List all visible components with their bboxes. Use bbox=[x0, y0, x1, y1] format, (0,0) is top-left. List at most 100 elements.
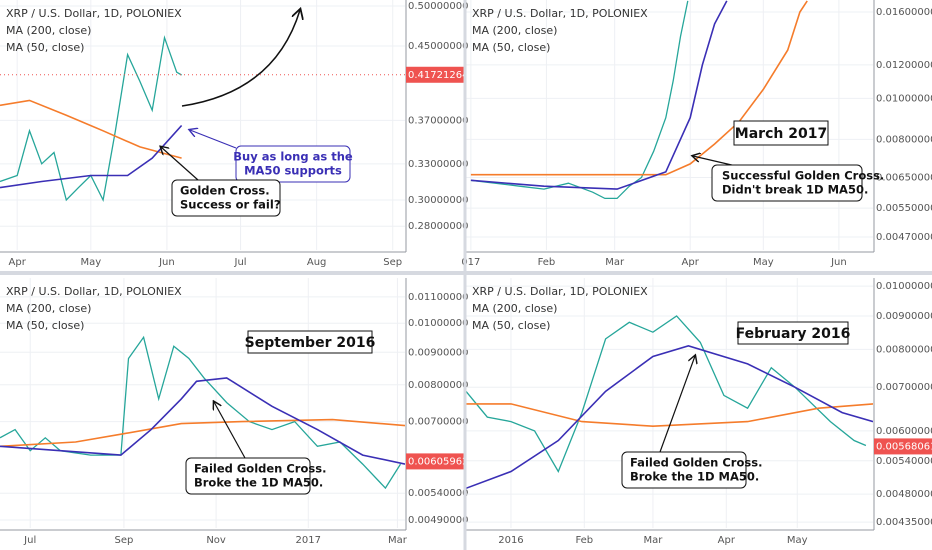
x-tick-label: 017 bbox=[461, 257, 480, 268]
y-tick-label: 0.00650000 bbox=[876, 172, 932, 183]
arrow bbox=[659, 356, 695, 453]
x-tick-label: May bbox=[80, 257, 101, 268]
x-tick-label: Feb bbox=[575, 535, 593, 546]
x-tick-label: Mar bbox=[388, 535, 408, 546]
annotation-text: Success or fail? bbox=[180, 198, 281, 212]
period-label: March 2017 bbox=[735, 126, 827, 142]
y-tick-label: 0.00600000 bbox=[876, 426, 932, 437]
x-tick-label: Aug bbox=[307, 257, 327, 268]
y-tick-label: 0.00540000 bbox=[408, 488, 468, 499]
x-tick-label: 2017 bbox=[296, 535, 321, 546]
legend-entry: MA (200, close) bbox=[472, 24, 557, 37]
arrow bbox=[181, 10, 300, 107]
y-tick-label: 0.00900000 bbox=[408, 347, 468, 358]
price-line bbox=[470, 0, 689, 200]
x-tick-label: Nov bbox=[206, 535, 226, 546]
y-tick-label: 0.01600000 bbox=[876, 7, 932, 18]
price-line bbox=[0, 35, 182, 203]
x-tick-label: Sep bbox=[114, 535, 133, 546]
x-tick-label: Jul bbox=[234, 257, 247, 268]
period-box bbox=[247, 330, 373, 354]
y-tick-label: 0.00540000 bbox=[876, 456, 932, 467]
legend-entry: MA (50, close) bbox=[6, 41, 84, 54]
price-label-box bbox=[874, 438, 932, 455]
price-line bbox=[0, 335, 402, 490]
period-label: September 2016 bbox=[245, 335, 376, 351]
panel: 0.01600000 0.01200000 0.01000000 0.00800000… bbox=[461, 0, 932, 268]
annotation-box bbox=[185, 457, 311, 495]
legend-title: XRP / U.S. Dollar, 1D, POLONIEX bbox=[6, 7, 182, 20]
y-tick-label: 0.00700000 bbox=[408, 417, 468, 428]
y-tick-label: 0.00435000 bbox=[876, 517, 932, 528]
legend-title: XRP / U.S. Dollar, 1D, POLONIEX bbox=[6, 285, 182, 298]
annotation-text: Successful Golden Cross. bbox=[722, 169, 884, 183]
y-tick-label: 0.28000000 bbox=[408, 221, 468, 232]
legend-entry: MA (200, close) bbox=[472, 302, 557, 315]
x-tick-label: 2016 bbox=[498, 535, 523, 546]
price-label: 0.00605962 bbox=[408, 456, 468, 467]
legend-entry: MA (50, close) bbox=[472, 319, 550, 332]
ma-line bbox=[470, 0, 728, 190]
x-tick-label: Apr bbox=[682, 257, 700, 268]
annotation-box bbox=[621, 451, 747, 489]
annotation-box bbox=[235, 145, 351, 183]
ma-line bbox=[466, 403, 873, 428]
x-tick-label: Jun bbox=[158, 257, 175, 268]
annotation-box bbox=[711, 164, 863, 202]
period-label: February 2016 bbox=[736, 326, 851, 342]
price-label-box bbox=[406, 453, 464, 470]
y-tick-label: 0.00800000 bbox=[408, 380, 468, 391]
price-line bbox=[466, 315, 867, 473]
y-tick-label: 0.01000000 bbox=[876, 281, 932, 292]
x-tick-label: May bbox=[787, 535, 808, 546]
y-tick-label: 0.00900000 bbox=[876, 311, 932, 322]
annotations: Buy as long as the MA50 supports Golden … bbox=[161, 10, 884, 495]
y-tick-label: 0.00800000 bbox=[876, 344, 932, 355]
legend-entry: MA (200, close) bbox=[6, 302, 91, 315]
arrow bbox=[161, 147, 199, 181]
ma-line bbox=[0, 418, 405, 448]
x-tick-label: Apr bbox=[9, 257, 27, 268]
x-tick-label: May bbox=[753, 257, 774, 268]
y-tick-label: 0.30000000 bbox=[408, 195, 468, 206]
y-tick-label: 0.01100000 bbox=[408, 292, 468, 303]
ma-line bbox=[0, 377, 405, 465]
y-tick-label: 0.00470000 bbox=[876, 232, 932, 243]
y-tick-label: 0.45000000 bbox=[408, 41, 468, 52]
annotation-text: Didn't break 1D MA50. bbox=[722, 183, 868, 197]
y-tick-label: 0.37000000 bbox=[408, 115, 468, 126]
annotation-text: Failed Golden Cross. bbox=[630, 456, 762, 470]
arrow bbox=[693, 156, 737, 167]
ma-line bbox=[0, 124, 183, 189]
y-tick-label: 0.00490000 bbox=[408, 515, 468, 526]
ma-line bbox=[0, 99, 182, 159]
y-tick-label: 0.01200000 bbox=[876, 60, 932, 71]
legend-entry: MA (50, close) bbox=[6, 319, 84, 332]
price-label: 0.41721264 bbox=[408, 70, 468, 81]
panel: 0.01100000 0.01000000 0.00900000 0.00800000… bbox=[0, 278, 468, 546]
panel: 0.50000000 0.45000000 0.37000000 0.33000000… bbox=[0, 0, 468, 268]
x-tick-label: Mar bbox=[643, 535, 663, 546]
annotation-text: Broke the 1D MA50. bbox=[630, 470, 759, 484]
x-tick-label: Mar bbox=[605, 257, 625, 268]
y-tick-label: 0.01000000 bbox=[408, 318, 468, 329]
price-label: 0.00568061 bbox=[876, 441, 932, 452]
legend-entry: MA (50, close) bbox=[472, 41, 550, 54]
x-tick-label: Sep bbox=[383, 257, 402, 268]
x-tick-label: Jun bbox=[830, 257, 847, 268]
x-tick-label: Jul bbox=[23, 535, 36, 546]
y-tick-label: 0.01000000 bbox=[876, 93, 932, 104]
price-label-box bbox=[406, 66, 464, 83]
y-tick-label: 0.00550000 bbox=[876, 203, 932, 214]
arrow bbox=[190, 130, 237, 149]
y-tick-label: 0.50000000 bbox=[408, 1, 468, 12]
ma-line bbox=[466, 344, 873, 490]
annotation-text: MA50 supports bbox=[244, 164, 342, 178]
legend-entry: MA (200, close) bbox=[6, 24, 91, 37]
y-tick-label: 0.33000000 bbox=[408, 159, 468, 170]
annotation-text: Buy as long as the bbox=[233, 150, 353, 164]
period-box bbox=[733, 120, 829, 146]
panel: 0.01000000 0.00900000 0.00800000 0.00700000… bbox=[466, 278, 932, 546]
legend-title: XRP / U.S. Dollar, 1D, POLONIEX bbox=[472, 7, 648, 20]
